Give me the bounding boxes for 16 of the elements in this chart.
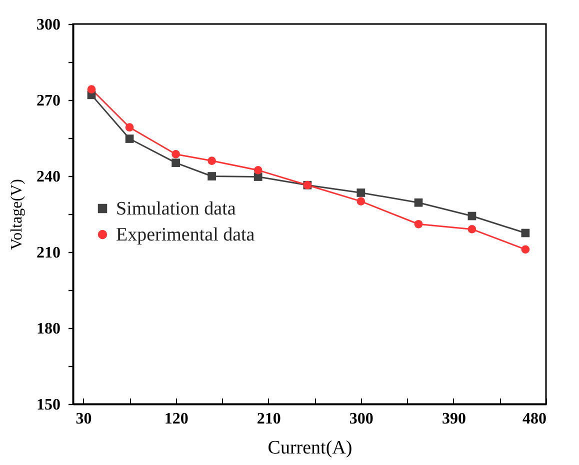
x-tick-label: 30 (76, 410, 92, 428)
x-tick-label: 390 (442, 410, 466, 428)
x-tick-label: 120 (164, 410, 188, 428)
x-tick-label: 210 (256, 410, 281, 428)
x-tick-label: 300 (349, 410, 374, 428)
x-tick-label: 480 (522, 410, 546, 428)
y-axis-title: Voltage(V) (8, 179, 26, 250)
y-tick-label: 180 (36, 320, 60, 338)
y-tick-label: 210 (36, 244, 60, 262)
y-tick-label: 300 (36, 16, 60, 34)
legend-label: Experimental data (116, 224, 256, 246)
y-tick-label: 150 (36, 396, 60, 414)
y-tick-label: 270 (36, 92, 60, 110)
y-tick-label: 240 (36, 168, 60, 186)
legend-label: Simulation data (116, 198, 236, 220)
x-axis-title: Current(A) (268, 438, 352, 458)
